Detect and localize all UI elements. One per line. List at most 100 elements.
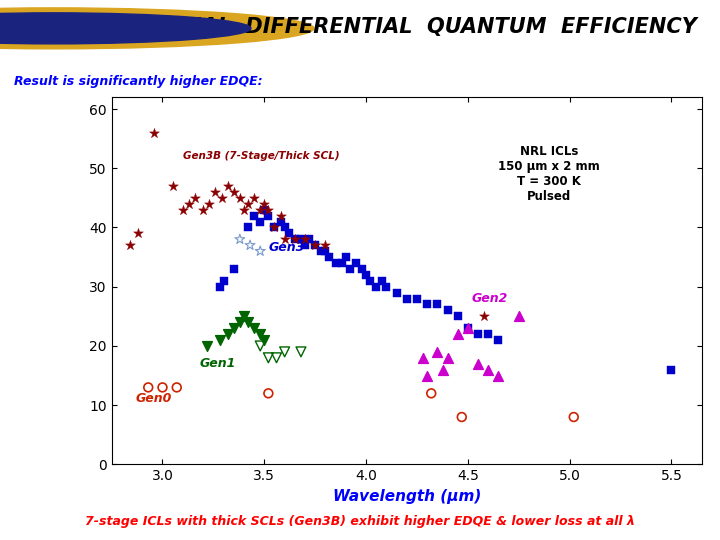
Point bbox=[248, 193, 260, 202]
Point bbox=[238, 205, 250, 214]
Point bbox=[279, 235, 290, 244]
Point bbox=[132, 229, 144, 238]
Point bbox=[401, 294, 413, 303]
Point bbox=[263, 389, 274, 397]
Point bbox=[148, 129, 160, 137]
X-axis label: Wavelength (μm): Wavelength (μm) bbox=[333, 489, 481, 504]
Point bbox=[492, 371, 504, 380]
Text: Gen3B (7-Stage/Thick SCL): Gen3B (7-Stage/Thick SCL) bbox=[183, 151, 340, 161]
Point bbox=[295, 348, 307, 356]
Point bbox=[271, 354, 282, 362]
Point bbox=[279, 348, 290, 356]
Point bbox=[431, 300, 443, 309]
Point bbox=[258, 336, 270, 345]
Point bbox=[177, 205, 189, 214]
Point bbox=[242, 199, 253, 208]
Point bbox=[350, 259, 361, 267]
Point bbox=[568, 413, 580, 421]
Point bbox=[513, 312, 525, 321]
Point bbox=[279, 223, 290, 232]
Point bbox=[263, 205, 274, 214]
Point bbox=[171, 383, 182, 391]
Point bbox=[452, 312, 464, 321]
Point bbox=[472, 360, 484, 368]
Point bbox=[167, 182, 179, 191]
Point bbox=[269, 223, 280, 232]
Point bbox=[210, 187, 221, 196]
Point bbox=[303, 235, 315, 244]
Point bbox=[183, 199, 194, 208]
Point bbox=[320, 241, 331, 249]
Text: EXTERNAL  DIFFERENTIAL  QUANTUM  EFFICIENCY: EXTERNAL DIFFERENTIAL QUANTUM EFFICIENCY bbox=[109, 17, 697, 37]
Point bbox=[381, 282, 392, 291]
Point bbox=[254, 217, 266, 226]
Point bbox=[254, 205, 266, 214]
Point bbox=[289, 235, 300, 244]
Point bbox=[222, 182, 233, 191]
Point bbox=[254, 247, 266, 255]
Point bbox=[421, 300, 433, 309]
Point bbox=[214, 282, 225, 291]
Point bbox=[344, 265, 356, 273]
Point bbox=[258, 205, 270, 214]
Point bbox=[452, 330, 464, 339]
Point bbox=[666, 366, 678, 374]
Point bbox=[189, 193, 201, 202]
Point bbox=[421, 371, 433, 380]
Point bbox=[295, 235, 307, 244]
Point bbox=[320, 247, 331, 255]
Point bbox=[238, 312, 250, 321]
Circle shape bbox=[0, 8, 314, 49]
Text: Result is significantly higher EDQE:: Result is significantly higher EDQE: bbox=[14, 75, 263, 88]
Point bbox=[242, 223, 253, 232]
Point bbox=[197, 205, 209, 214]
Point bbox=[289, 235, 300, 244]
Point bbox=[222, 330, 233, 339]
Point bbox=[418, 354, 429, 362]
Point bbox=[364, 276, 376, 285]
Point bbox=[263, 211, 274, 220]
Point bbox=[248, 324, 260, 333]
Text: Gen2: Gen2 bbox=[472, 292, 508, 305]
Point bbox=[336, 259, 348, 267]
Point bbox=[258, 199, 270, 208]
Point bbox=[143, 383, 154, 391]
Point bbox=[269, 223, 280, 232]
Point bbox=[310, 241, 321, 249]
Point bbox=[472, 330, 484, 339]
Point bbox=[204, 199, 215, 208]
Point bbox=[216, 193, 228, 202]
Point bbox=[228, 324, 240, 333]
Point bbox=[442, 354, 454, 362]
Point bbox=[254, 330, 266, 339]
Point bbox=[456, 413, 467, 421]
Text: Gen1: Gen1 bbox=[199, 357, 235, 370]
Text: Gen3: Gen3 bbox=[269, 241, 305, 254]
Point bbox=[356, 265, 368, 273]
Point bbox=[371, 282, 382, 291]
Point bbox=[124, 241, 135, 249]
Point bbox=[462, 324, 474, 333]
Point bbox=[482, 330, 494, 339]
Point bbox=[426, 389, 437, 397]
Text: 7-stage ICLs with thick SCLs (Gen3B) exhibit higher EDQE & lower loss at all λ: 7-stage ICLs with thick SCLs (Gen3B) exh… bbox=[85, 515, 635, 528]
Point bbox=[234, 318, 246, 327]
Point bbox=[340, 253, 351, 261]
Point bbox=[234, 193, 246, 202]
Point bbox=[248, 211, 260, 220]
Point bbox=[377, 276, 388, 285]
Point bbox=[254, 342, 266, 350]
Point bbox=[300, 241, 311, 249]
Point bbox=[214, 336, 225, 345]
Point bbox=[310, 241, 321, 249]
Point bbox=[462, 324, 474, 333]
Point bbox=[234, 235, 246, 244]
Point bbox=[242, 318, 253, 327]
Point bbox=[218, 276, 230, 285]
Point bbox=[275, 217, 287, 226]
Point bbox=[228, 265, 240, 273]
Point bbox=[202, 342, 213, 350]
Point bbox=[324, 253, 336, 261]
Circle shape bbox=[0, 13, 251, 44]
Point bbox=[157, 383, 168, 391]
